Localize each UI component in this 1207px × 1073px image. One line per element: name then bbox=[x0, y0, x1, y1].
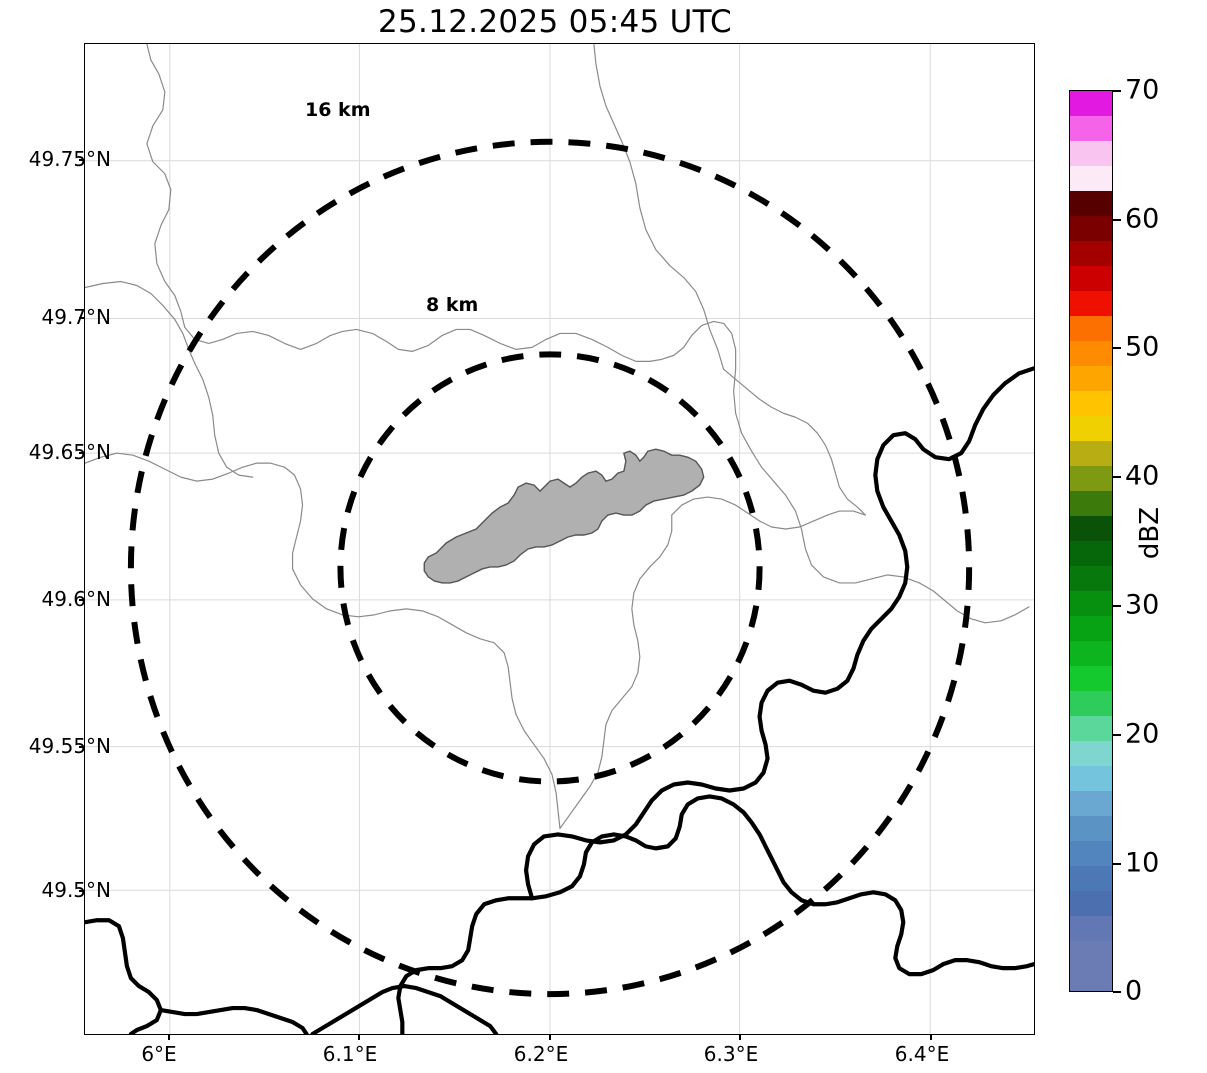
colorbar-band-19 bbox=[1070, 491, 1112, 516]
colorbar-band-13 bbox=[1070, 641, 1112, 666]
ytick-mark bbox=[79, 317, 84, 319]
colorbar-label-20: 20 bbox=[1125, 718, 1160, 750]
xtick-label-1: 6.1°E bbox=[322, 1042, 378, 1066]
ytick-label-text: 49.65°N bbox=[28, 440, 111, 464]
ytick-label-5: 49.5°N bbox=[42, 878, 112, 902]
colorbar-band-31 bbox=[1070, 191, 1112, 216]
colorbar-band-10 bbox=[1070, 716, 1112, 741]
ytick-label-text: 49.5°N bbox=[41, 878, 112, 902]
colorbar-tick-20 bbox=[1113, 734, 1121, 736]
colorbar-band-12 bbox=[1070, 666, 1112, 691]
colorbar-label-70: 70 bbox=[1125, 74, 1160, 106]
colorbar-tick-50 bbox=[1113, 347, 1121, 349]
colorbar-band-1 bbox=[1070, 941, 1112, 966]
colorbar-band-21 bbox=[1070, 441, 1112, 466]
colorbar-band-3 bbox=[1070, 891, 1112, 916]
colorbar-band-18 bbox=[1070, 516, 1112, 541]
range-ring-8km bbox=[337, 351, 763, 785]
ytick-mark bbox=[79, 159, 84, 161]
ytick-mark bbox=[79, 746, 84, 748]
colorbar-label-60: 60 bbox=[1125, 203, 1160, 235]
colorbar-tick-10 bbox=[1113, 863, 1121, 865]
ytick-mark bbox=[79, 452, 84, 454]
colorbar-gradient bbox=[1069, 90, 1113, 992]
colorbar-band-30 bbox=[1070, 216, 1112, 241]
ytick-mark bbox=[79, 599, 84, 601]
colorbar-band-16 bbox=[1070, 566, 1112, 591]
colorbar-tick-70 bbox=[1113, 90, 1121, 92]
ytick-label-3: 49.6°N bbox=[42, 587, 112, 611]
colorbar-tick-30 bbox=[1113, 605, 1121, 607]
colorbar-tick-40 bbox=[1113, 476, 1121, 478]
colorbar-band-0 bbox=[1070, 966, 1112, 991]
colorbar-band-6 bbox=[1070, 816, 1112, 841]
grid-lines bbox=[85, 44, 1034, 1034]
colorbar-label-10: 10 bbox=[1125, 847, 1160, 879]
colorbar-tick-60 bbox=[1113, 219, 1121, 221]
ytick-label-text: 49.6°N bbox=[41, 587, 112, 611]
colorbar-label-0: 0 bbox=[1125, 975, 1143, 1007]
colorbar-band-26 bbox=[1070, 316, 1112, 341]
xtick-label-4: 6.4°E bbox=[894, 1042, 950, 1066]
xtick-label-0: 6°E bbox=[141, 1042, 177, 1066]
range-ring-label-8km: 8 km bbox=[426, 294, 479, 316]
xtick-mark bbox=[358, 1035, 360, 1040]
xtick-mark bbox=[739, 1035, 741, 1040]
ytick-label-text: 49.75°N bbox=[28, 147, 111, 171]
admin-boundaries bbox=[85, 44, 1030, 830]
range-rings bbox=[127, 138, 973, 998]
colorbar-band-35 bbox=[1070, 91, 1112, 116]
colorbar-band-20 bbox=[1070, 466, 1112, 491]
colorbar-band-22 bbox=[1070, 416, 1112, 441]
map-canvas bbox=[85, 44, 1034, 1034]
range-ring-16km bbox=[127, 138, 973, 998]
colorbar-band-33 bbox=[1070, 141, 1112, 166]
map-plot-area[interactable] bbox=[84, 43, 1035, 1035]
colorbar-band-34 bbox=[1070, 116, 1112, 141]
colorbar-band-23 bbox=[1070, 391, 1112, 416]
colorbar-band-27 bbox=[1070, 291, 1112, 316]
ytick-label-1: 49.7°N bbox=[42, 305, 112, 329]
colorbar-label-30: 30 bbox=[1125, 589, 1160, 621]
colorbar[interactable]: 0 10 20 30 40 50 60 70 bbox=[1069, 75, 1159, 1007]
colorbar-band-24 bbox=[1070, 366, 1112, 391]
colorbar-band-2 bbox=[1070, 916, 1112, 941]
colorbar-band-5 bbox=[1070, 841, 1112, 866]
ytick-label-4: 49.55°N bbox=[29, 734, 111, 758]
ytick-label-0: 49.75°N bbox=[29, 147, 111, 171]
colorbar-axis-label: dBZ bbox=[1135, 506, 1165, 560]
national-border bbox=[85, 366, 1034, 1034]
page-title: 25.12.2025 05:45 UTC bbox=[378, 4, 732, 40]
reservoir-polygon bbox=[423, 448, 705, 584]
ytick-label-text: 49.7°N bbox=[41, 305, 112, 329]
colorbar-band-28 bbox=[1070, 266, 1112, 291]
colorbar-band-7 bbox=[1070, 791, 1112, 816]
colorbar-band-25 bbox=[1070, 341, 1112, 366]
xtick-mark bbox=[930, 1035, 932, 1040]
colorbar-band-11 bbox=[1070, 691, 1112, 716]
colorbar-band-29 bbox=[1070, 241, 1112, 266]
ytick-label-text: 49.55°N bbox=[28, 734, 111, 758]
colorbar-band-14 bbox=[1070, 616, 1112, 641]
colorbar-band-17 bbox=[1070, 541, 1112, 566]
colorbar-band-32 bbox=[1070, 166, 1112, 191]
xtick-label-3: 6.3°E bbox=[703, 1042, 759, 1066]
colorbar-band-8 bbox=[1070, 766, 1112, 791]
colorbar-band-4 bbox=[1070, 866, 1112, 891]
ytick-mark bbox=[79, 890, 84, 892]
ytick-label-2: 49.65°N bbox=[29, 440, 111, 464]
range-ring-label-16km: 16 km bbox=[305, 99, 371, 121]
xtick-mark bbox=[168, 1035, 170, 1040]
xtick-mark bbox=[549, 1035, 551, 1040]
xtick-label-2: 6.2°E bbox=[513, 1042, 569, 1066]
colorbar-label-40: 40 bbox=[1125, 460, 1160, 492]
colorbar-band-9 bbox=[1070, 741, 1112, 766]
colorbar-tick-0 bbox=[1113, 991, 1121, 993]
colorbar-band-15 bbox=[1070, 591, 1112, 616]
colorbar-label-50: 50 bbox=[1125, 331, 1160, 363]
